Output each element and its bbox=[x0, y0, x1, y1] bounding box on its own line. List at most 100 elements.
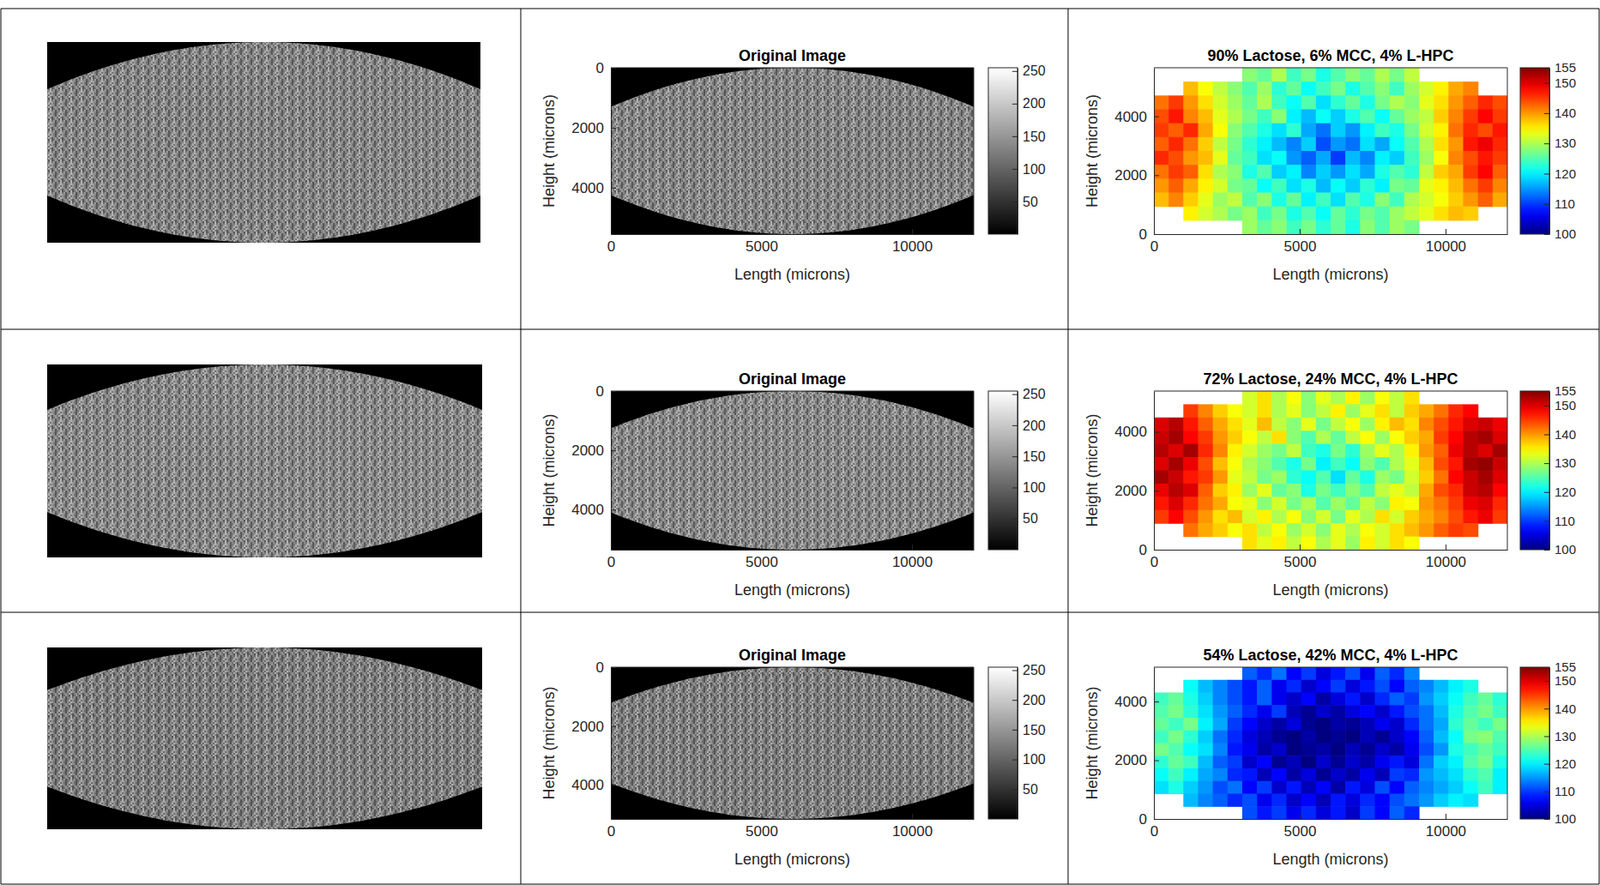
tick-mark bbox=[1012, 71, 1018, 73]
heatmap-cell bbox=[1433, 510, 1450, 525]
heatmap-cell bbox=[1153, 755, 1170, 769]
tick-mark bbox=[1012, 103, 1018, 105]
heatmap-cell bbox=[1183, 95, 1199, 110]
heatmap-cell bbox=[1301, 470, 1317, 485]
heatmap-cell bbox=[1271, 137, 1287, 152]
heatmap-cell bbox=[1478, 164, 1494, 180]
heatmap-cell bbox=[1359, 391, 1376, 405]
heatmap-cell bbox=[1153, 457, 1170, 471]
heatmap-cell bbox=[1330, 81, 1347, 97]
heatmap-cell bbox=[1198, 705, 1214, 719]
heatmap-cell bbox=[1316, 718, 1332, 731]
heatmap-cell bbox=[1153, 193, 1170, 208]
heatmap-cell bbox=[1478, 718, 1494, 731]
heatmap-cell bbox=[1198, 523, 1214, 538]
heatmap-cell bbox=[1286, 794, 1303, 808]
heatmap-cell bbox=[1330, 730, 1347, 744]
axis-line bbox=[1154, 819, 1509, 821]
heatmap-cell bbox=[1463, 457, 1480, 471]
heatmap-cell bbox=[1375, 730, 1391, 744]
heatmap-cell bbox=[1478, 123, 1494, 139]
tick-mark bbox=[610, 450, 616, 452]
tick-label: 0 bbox=[596, 659, 604, 677]
heatmap-cell bbox=[1153, 693, 1170, 707]
heatmap-cell bbox=[1404, 81, 1420, 97]
x-axis-title: Length (microns) bbox=[734, 265, 851, 284]
heatmap-cell bbox=[1448, 404, 1464, 418]
heatmap-cell bbox=[1492, 164, 1508, 180]
colorbar: 100110120130140150155 bbox=[1520, 659, 1576, 827]
tick: 10000 bbox=[1425, 229, 1467, 255]
heatmap-cell bbox=[1418, 109, 1435, 125]
heatmap-cell bbox=[1286, 178, 1303, 194]
heatmap-cell bbox=[1198, 693, 1214, 707]
heatmap-cell bbox=[1183, 730, 1199, 744]
tick-mark bbox=[1445, 814, 1447, 820]
heatmap-cell bbox=[1153, 510, 1170, 525]
heatmap-cell bbox=[1286, 730, 1303, 744]
heatmap-cell bbox=[1242, 444, 1258, 459]
heatmap-cell bbox=[1448, 444, 1464, 459]
heatmap-cell bbox=[1330, 404, 1347, 418]
heatmap-cell bbox=[1316, 193, 1332, 208]
tick-mark bbox=[1544, 736, 1550, 737]
heatmap-cell bbox=[1389, 523, 1406, 538]
heatmap-cell bbox=[1213, 178, 1229, 194]
heatmap-cell bbox=[1213, 755, 1229, 769]
heatmap-cell bbox=[1316, 730, 1332, 744]
heatmap-cell bbox=[1375, 67, 1391, 83]
tick-label: 0 bbox=[1150, 823, 1159, 840]
heatmap-cell bbox=[1448, 730, 1464, 744]
heatmap-cell bbox=[1183, 755, 1199, 769]
colorbar-gradient bbox=[1520, 67, 1550, 235]
heatmap-cell bbox=[1448, 109, 1464, 125]
tick-label: 250 bbox=[1022, 63, 1046, 79]
heatmap-cell bbox=[1213, 193, 1229, 208]
heatmap-cell bbox=[1271, 193, 1287, 208]
heatmap-cell bbox=[1286, 137, 1303, 152]
heatmap-cell bbox=[1389, 755, 1406, 769]
tick-label: 0 bbox=[1150, 238, 1159, 255]
heatmap-cell bbox=[1198, 193, 1214, 208]
heatmap-cell bbox=[1316, 755, 1332, 769]
heatmap-cell bbox=[1345, 404, 1361, 418]
heatmap-cell bbox=[1404, 537, 1420, 550]
tick-label: 5000 bbox=[1284, 823, 1317, 840]
heatmap-cell bbox=[1448, 95, 1464, 110]
heatmap-cell bbox=[1448, 768, 1464, 782]
heatmap-cell bbox=[1375, 391, 1391, 405]
heatmap-cell bbox=[1330, 510, 1347, 525]
heatmap-cell bbox=[1404, 730, 1420, 744]
heatmap-cell bbox=[1301, 164, 1317, 180]
table-frame bbox=[0, 8, 1600, 885]
tick-label: 0 bbox=[596, 60, 604, 77]
heatmap-cell bbox=[1242, 537, 1258, 550]
tick: 130 bbox=[1544, 729, 1576, 744]
heatmap-cell bbox=[1271, 457, 1287, 471]
heatmap-cell bbox=[1345, 743, 1361, 757]
tick-label: 0 bbox=[596, 383, 604, 400]
tick-mark bbox=[1544, 681, 1550, 683]
heatmap-cell bbox=[1198, 164, 1214, 180]
y-axis: 020004000 bbox=[571, 659, 616, 821]
heatmap-cell bbox=[1448, 81, 1464, 97]
heatmap-cell bbox=[1463, 193, 1480, 208]
heatmap-cells bbox=[1153, 391, 1508, 550]
heatmap-cell bbox=[1198, 404, 1214, 418]
heatmap-cell bbox=[1433, 164, 1450, 180]
heatmap-cell bbox=[1418, 680, 1435, 694]
heatmap-cell bbox=[1404, 457, 1420, 471]
heatmap-cell bbox=[1463, 523, 1480, 538]
heatmap-cell bbox=[1213, 430, 1229, 445]
panel bbox=[47, 364, 483, 558]
heatmap-cell bbox=[1345, 95, 1361, 110]
heatmap-cell bbox=[1433, 150, 1450, 166]
heatmap-cell bbox=[1316, 523, 1332, 538]
heatmap-cell bbox=[1198, 743, 1214, 757]
heatmap-cell bbox=[1389, 470, 1406, 485]
heatmap-cell bbox=[1463, 693, 1480, 707]
heatmap-cell bbox=[1404, 220, 1420, 235]
heatmap-cell bbox=[1301, 743, 1317, 757]
heatmap-cell bbox=[1433, 705, 1450, 719]
heatmap-cell bbox=[1492, 137, 1508, 152]
